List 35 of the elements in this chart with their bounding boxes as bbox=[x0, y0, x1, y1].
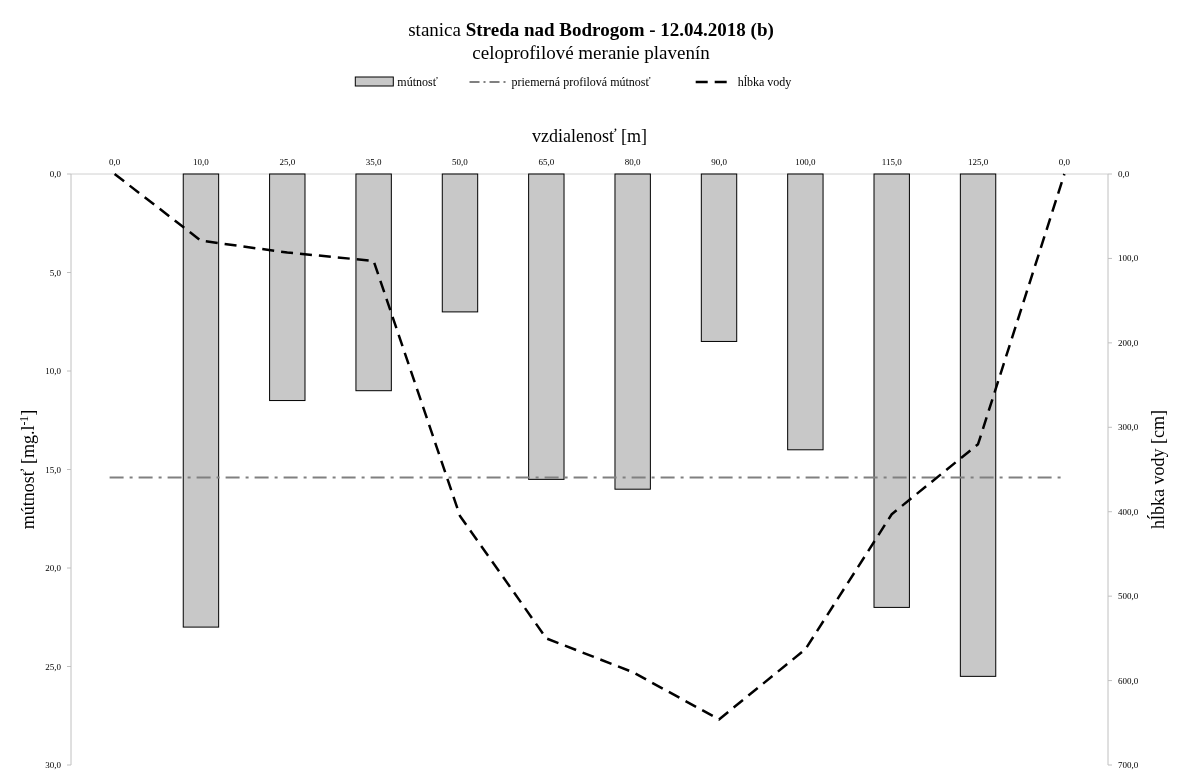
x-tick-label: 25,0 bbox=[279, 157, 296, 167]
x-tick-label: 0,0 bbox=[1058, 157, 1071, 167]
y-tick-label: 5,0 bbox=[49, 267, 62, 278]
y-tick-label: 20,0 bbox=[45, 563, 62, 573]
legend-label: priemerná profilová mútnosť bbox=[511, 75, 651, 89]
x-tick-label: 0,0 bbox=[108, 157, 121, 167]
x-tick-label: 80,0 bbox=[624, 157, 642, 167]
legend-label: hĺbka vody bbox=[737, 75, 792, 89]
y2-tick-label: 100,0 bbox=[1118, 253, 1139, 264]
line-series bbox=[113, 172, 1066, 721]
y-tick-label: 10,0 bbox=[45, 366, 62, 376]
x-tick-label: 35,0 bbox=[365, 157, 383, 167]
chart-subtitle: celoprofilové meranie plavenín bbox=[472, 42, 711, 63]
x-tick-label: 115,0 bbox=[881, 157, 903, 167]
y2-tick-label: 600,0 bbox=[1118, 675, 1139, 686]
x-tick-label: 50,0 bbox=[452, 157, 469, 167]
x-axis-title: vzdialenosť [m] bbox=[531, 126, 648, 146]
chart-title: stanica Streda nad Bodrogom - 12.04.2018 (b) bbox=[408, 19, 774, 41]
y-tick-label: 25,0 bbox=[45, 661, 62, 672]
x-tick-label: 65,0 bbox=[538, 157, 555, 167]
x-tick-label: 10,0 bbox=[193, 157, 210, 167]
y-tick-label: 30,0 bbox=[45, 760, 62, 770]
y-tick-label: 0,0 bbox=[49, 169, 62, 179]
x-tick-label: 125,0 bbox=[967, 157, 989, 167]
y2-tick-label: 500,0 bbox=[1118, 591, 1139, 602]
x-tick-label: 90,0 bbox=[711, 157, 728, 167]
legend-label: mútnosť bbox=[397, 75, 438, 89]
y-tick-label: 15,0 bbox=[45, 464, 62, 475]
y2-tick-label: 300,0 bbox=[1118, 422, 1139, 433]
y2-tick-label: 700,0 bbox=[1118, 760, 1139, 770]
y2-axis-title: hĺbka vody [cm] bbox=[1147, 410, 1168, 529]
y2-tick-label: 0,0 bbox=[1118, 169, 1130, 179]
y2-tick-label: 200,0 bbox=[1118, 337, 1139, 348]
x-tick-label: 100,0 bbox=[795, 157, 816, 167]
y2-tick-label: 400,0 bbox=[1118, 506, 1139, 517]
